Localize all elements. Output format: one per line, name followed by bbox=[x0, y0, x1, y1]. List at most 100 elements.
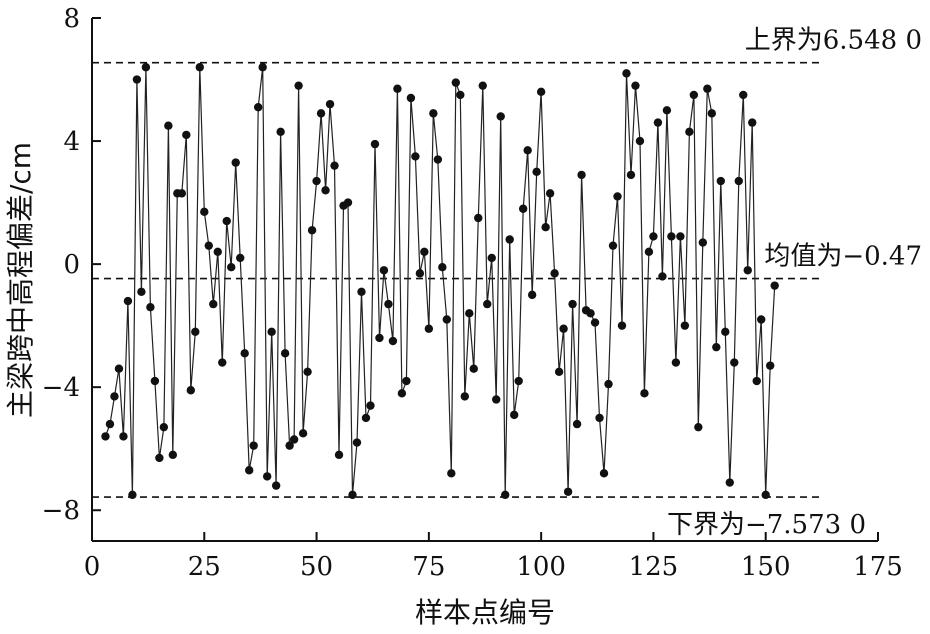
data-point bbox=[177, 189, 187, 198]
data-point bbox=[617, 321, 627, 330]
data-point bbox=[411, 152, 420, 161]
data-point bbox=[155, 453, 164, 463]
data-point bbox=[469, 364, 478, 373]
data-point bbox=[465, 309, 474, 318]
data-point bbox=[734, 176, 743, 186]
data-point bbox=[218, 358, 227, 367]
x-tick-label: 175 bbox=[853, 552, 903, 582]
data-point bbox=[447, 469, 456, 478]
data-point bbox=[343, 198, 353, 207]
data-point bbox=[541, 223, 550, 232]
data-point bbox=[595, 413, 604, 423]
data-point bbox=[321, 186, 330, 195]
data-point bbox=[707, 109, 717, 118]
data-point bbox=[213, 247, 222, 257]
data-point bbox=[271, 481, 281, 490]
x-tick-label: 50 bbox=[300, 552, 333, 582]
x-tick-label: 150 bbox=[741, 552, 791, 582]
data-point bbox=[442, 315, 452, 324]
data-point bbox=[649, 232, 658, 241]
data-point bbox=[258, 63, 267, 72]
data-point bbox=[474, 213, 483, 223]
data-point bbox=[590, 318, 600, 327]
series-line bbox=[104, 67, 776, 495]
data-point bbox=[101, 432, 110, 441]
y-tick-label: 8 bbox=[63, 4, 80, 34]
data-point bbox=[352, 438, 362, 447]
data-point bbox=[200, 207, 209, 217]
data-point bbox=[653, 118, 663, 127]
data-point bbox=[424, 324, 434, 333]
data-point bbox=[622, 69, 631, 78]
data-point bbox=[114, 364, 124, 373]
data-point bbox=[415, 269, 425, 278]
data-point bbox=[384, 299, 393, 309]
data-point bbox=[141, 63, 151, 72]
data-point bbox=[743, 266, 752, 275]
data-point bbox=[420, 247, 429, 257]
data-point bbox=[357, 287, 366, 297]
x-tick-label: 75 bbox=[412, 552, 445, 582]
data-point bbox=[137, 287, 146, 297]
y-tick-label: 4 bbox=[63, 127, 80, 157]
data-point bbox=[267, 327, 276, 336]
data-point bbox=[164, 121, 173, 130]
data-point bbox=[366, 401, 375, 410]
data-point bbox=[312, 176, 321, 186]
data-point bbox=[626, 170, 636, 180]
data-point bbox=[550, 269, 559, 278]
upper-limit-label: 上界为6.548 0 bbox=[745, 26, 922, 56]
data-point bbox=[725, 478, 734, 487]
data-point bbox=[671, 358, 681, 367]
data-point bbox=[262, 472, 272, 481]
data-point bbox=[209, 299, 218, 309]
data-point bbox=[492, 395, 501, 404]
data-point bbox=[716, 176, 725, 186]
data-point bbox=[236, 253, 245, 263]
data-point bbox=[577, 170, 586, 180]
data-point bbox=[680, 321, 690, 330]
data-point bbox=[712, 342, 721, 352]
data-point bbox=[159, 422, 169, 432]
data-point bbox=[757, 315, 766, 324]
mean-label: 均值为−0.47 bbox=[764, 242, 922, 272]
data-point bbox=[694, 422, 703, 432]
data-point bbox=[703, 84, 712, 93]
x-tick-label: 0 bbox=[84, 552, 101, 582]
lower-limit-label: 下界为−7.573 0 bbox=[667, 510, 866, 540]
data-point bbox=[631, 81, 640, 90]
data-point bbox=[294, 81, 303, 90]
data-point bbox=[460, 392, 469, 401]
data-point bbox=[689, 90, 699, 100]
data-point bbox=[429, 109, 438, 118]
data-point bbox=[204, 241, 213, 250]
data-point bbox=[105, 419, 115, 429]
data-point bbox=[245, 466, 254, 475]
data-point bbox=[451, 78, 461, 87]
data-point bbox=[523, 146, 532, 155]
data-point bbox=[667, 232, 676, 241]
data-point bbox=[253, 103, 263, 112]
data-point bbox=[501, 490, 510, 500]
data-point bbox=[721, 327, 730, 336]
data-point bbox=[572, 419, 582, 429]
data-point bbox=[119, 432, 128, 441]
data-point bbox=[739, 90, 748, 100]
y-axis-title: 主梁跨中高程偏差/cm bbox=[4, 142, 37, 418]
data-point bbox=[280, 349, 290, 358]
data-point bbox=[240, 349, 249, 358]
plot-area bbox=[91, 18, 878, 542]
data-point bbox=[662, 106, 672, 115]
data-point bbox=[613, 192, 622, 201]
data-point bbox=[406, 93, 416, 103]
data-point bbox=[393, 84, 402, 93]
data-point bbox=[227, 262, 236, 272]
data-point bbox=[168, 450, 178, 460]
data-point bbox=[397, 389, 407, 398]
data-point bbox=[514, 376, 523, 386]
data-point bbox=[186, 386, 196, 395]
data-point bbox=[483, 299, 492, 309]
x-tick-label: 125 bbox=[629, 552, 679, 582]
data-point bbox=[685, 127, 694, 137]
data-point bbox=[509, 410, 519, 420]
